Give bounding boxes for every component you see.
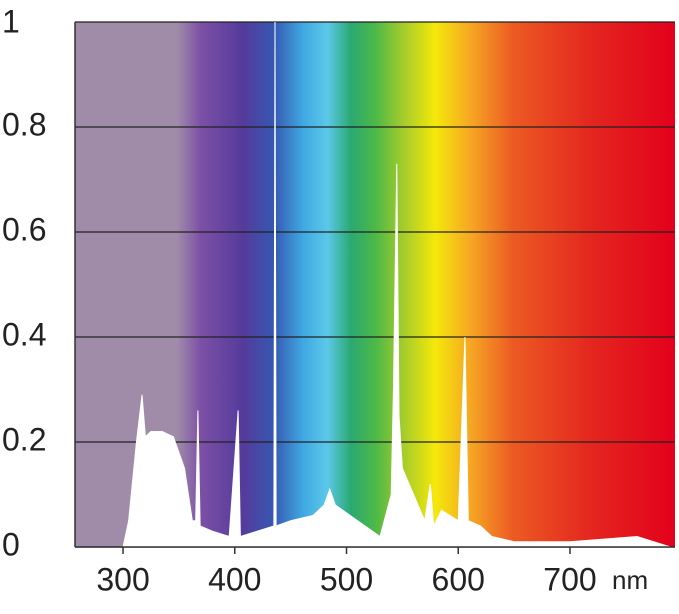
y-tick-label: 0: [2, 526, 20, 562]
x-tick-label: 600: [432, 561, 485, 597]
y-tick-label: 0.4: [2, 316, 46, 352]
y-tick-label: 0.6: [2, 211, 46, 247]
x-tick-label: 300: [96, 561, 149, 597]
x-tick-label: 400: [208, 561, 261, 597]
x-axis-label: nm: [612, 565, 648, 595]
y-tick-label: 0.2: [2, 421, 46, 457]
y-tick-label: 1: [2, 3, 20, 39]
y-tick-label: 0.8: [2, 106, 46, 142]
x-tick-label: 700: [543, 561, 596, 597]
x-tick-label: 500: [320, 561, 373, 597]
plot-area: [111, 22, 671, 547]
spectrum-area: [111, 22, 671, 547]
